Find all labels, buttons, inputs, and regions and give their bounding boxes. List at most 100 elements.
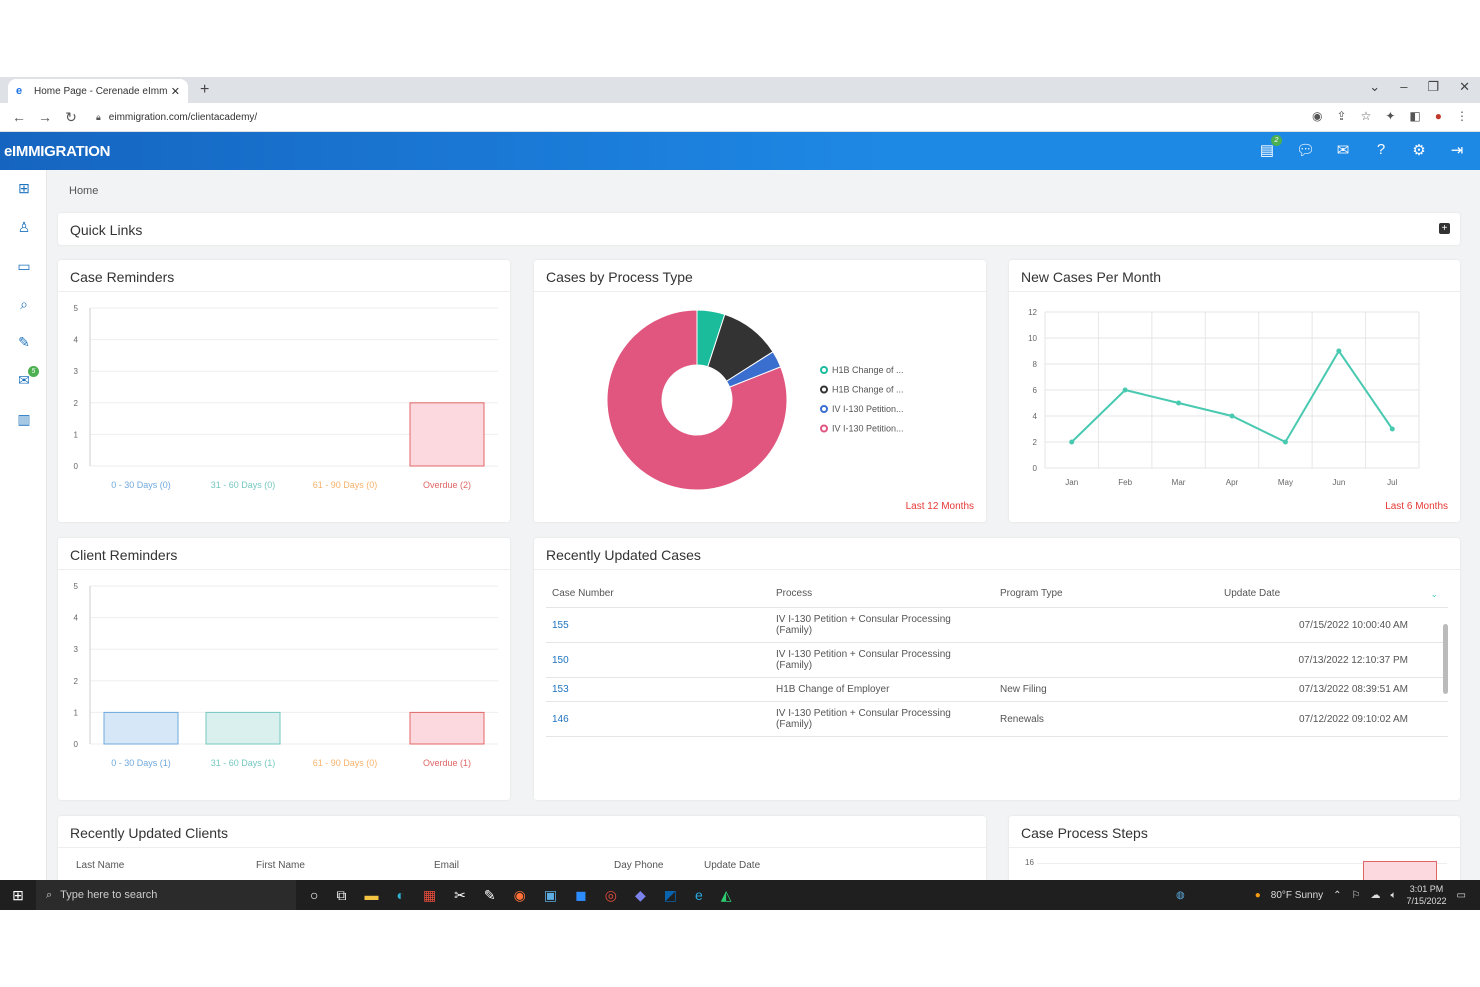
browser-tab[interactable]: e Home Page - Cerenade eImmig ✕ — [8, 79, 188, 103]
weather-text[interactable]: 80°F Sunny — [1270, 889, 1324, 901]
chevron-up-icon[interactable]: ⌃ — [1333, 889, 1342, 901]
forward-button[interactable]: → — [38, 109, 52, 125]
back-button[interactable]: ← — [12, 109, 26, 125]
column-header[interactable]: Email — [434, 860, 460, 871]
user-icon[interactable]: ♙ — [17, 219, 31, 235]
column-header[interactable]: Last Name — [76, 860, 125, 871]
case-number-link[interactable]: 155 — [546, 607, 770, 643]
outlook-icon[interactable]: ◩ — [663, 886, 677, 903]
network-icon[interactable]: ⚐ — [1351, 889, 1361, 901]
windows-start-icon[interactable]: ⊞ — [12, 886, 24, 903]
firefox-icon[interactable]: ◉ — [513, 886, 526, 903]
extensions-icon[interactable]: ✦ — [1385, 109, 1396, 123]
close-window-button[interactable]: ✕ — [1459, 79, 1470, 94]
x-tick-label: Jun — [1332, 478, 1345, 487]
case-reminders-chart: 0 1 2 3 4 5 0 - 30 Days (0) 31 - 60 Days (0) 61 … — [74, 304, 498, 490]
tools-icon[interactable]: ✎ — [18, 334, 30, 350]
table-row[interactable]: 153 H1B Change of Employer New Filing 07/13… — [546, 677, 1448, 702]
store-icon[interactable]: ▦ — [422, 886, 437, 903]
share-icon[interactable]: ⇪ — [1336, 109, 1347, 123]
reload-button[interactable]: ↻ — [65, 108, 77, 125]
edge-icon[interactable]: ◐ — [396, 886, 405, 903]
x-tick-label: Mar — [1172, 478, 1186, 487]
volume-icon[interactable]: 🔈︎ — [1390, 889, 1397, 901]
app-icon[interactable]: ▣ — [543, 886, 558, 903]
column-header[interactable]: Program Type — [994, 580, 1218, 608]
new-tab-button[interactable]: + — [200, 81, 210, 98]
y-tick-label: 0 — [1033, 464, 1038, 473]
update-date-cell: 07/13/2022 12:10:37 PM — [1218, 642, 1448, 678]
recent-cases-table: Case Number Process Program Type Update … — [546, 580, 1448, 737]
x-category-label: Overdue (1) — [423, 758, 471, 768]
case-number-link[interactable]: 150 — [546, 642, 770, 678]
column-header[interactable]: Day Phone — [614, 860, 664, 871]
menu-icon[interactable]: ⋮ — [1456, 109, 1468, 123]
add-icon[interactable]: ⊞ — [18, 180, 30, 196]
header-icons: ▤ 2 💬︎ ✉ ? ⚙ ⇥ — [1258, 135, 1466, 159]
messages-icon[interactable]: ✉ 5 — [15, 366, 39, 389]
scrollbar[interactable] — [1443, 624, 1448, 694]
column-header[interactable]: Process — [770, 580, 994, 608]
help-app-icon[interactable]: ◍ — [1175, 889, 1185, 901]
chart-bar — [205, 711, 281, 745]
tasks-icon[interactable]: ▤ 2 — [1258, 135, 1282, 159]
logout-icon[interactable]: ⇥ — [1450, 142, 1464, 159]
cloud-icon[interactable]: ☁ — [1370, 889, 1381, 901]
eye-icon[interactable]: ◉ — [1312, 109, 1323, 123]
column-header[interactable]: Update Date — [704, 860, 761, 871]
case-number-link[interactable]: 146 — [546, 701, 770, 737]
table-row[interactable]: 155 IV I-130 Petition + Consular Processi… — [546, 607, 1448, 643]
url-field[interactable]: 🔒︎ eimmigration.com/clientacademy/ — [96, 112, 257, 123]
column-header[interactable]: Case Number — [546, 580, 770, 608]
x-tick-label: Apr — [1226, 478, 1239, 487]
cortana-icon[interactable]: ○ — [310, 886, 319, 903]
snipping-icon[interactable]: ✂ — [454, 886, 466, 903]
expand-button[interactable]: + — [1439, 223, 1450, 234]
taskbar-search[interactable]: ⌕ Type here to search — [36, 880, 296, 910]
column-header[interactable]: Update Date — [1218, 580, 1448, 608]
table-row[interactable]: 146 IV I-130 Petition + Consular Processi… — [546, 701, 1448, 737]
clock[interactable]: 3:01 PM 7/15/2022 — [1407, 883, 1447, 907]
file-explorer-icon[interactable]: ▬ — [364, 886, 379, 903]
close-tab-icon[interactable]: ✕ — [170, 85, 180, 98]
bookmark-star-icon[interactable]: ☆ — [1360, 109, 1372, 123]
chrome-icon[interactable]: ◎ — [604, 886, 617, 903]
breadcrumb[interactable]: Home — [69, 185, 99, 197]
client-reminders-title: Client Reminders — [58, 538, 510, 570]
quick-links-panel: Quick Links + — [58, 213, 1460, 245]
table-row[interactable]: 150 IV I-130 Petition + Consular Processi… — [546, 642, 1448, 678]
notepad-icon[interactable]: ✎ — [483, 886, 496, 903]
client-reminders-panel: Client Reminders 0 1 2 3 4 5 0 - 30 Days (1) 31… — [58, 538, 510, 800]
chart-bar — [409, 711, 485, 745]
sidepanel-icon[interactable]: ◧ — [1409, 109, 1421, 123]
program-type-cell — [994, 642, 1218, 678]
help-icon[interactable]: ? — [1376, 141, 1386, 158]
x-category-label: 0 - 30 Days (0) — [111, 480, 171, 490]
app-icon[interactable]: ◭ — [720, 886, 732, 903]
zoom-icon[interactable]: ◼ — [575, 886, 587, 903]
ie-icon[interactable]: e — [694, 886, 703, 903]
column-header[interactable]: First Name — [256, 860, 305, 871]
reports-icon[interactable]: ▥ — [17, 411, 31, 427]
search-icon[interactable]: ⌕ — [20, 296, 28, 312]
chat-icon[interactable]: 💬︎ — [1296, 142, 1316, 159]
message-icon[interactable]: ✉ — [1336, 142, 1350, 159]
minimize-button[interactable]: – — [1400, 79, 1408, 94]
profile-avatar-icon[interactable]: ● — [1434, 109, 1442, 123]
notifications-icon[interactable]: ▭ — [1456, 889, 1466, 901]
x-category-label: Overdue (2) — [423, 480, 471, 490]
legend-marker — [820, 405, 828, 413]
data-point — [1069, 439, 1075, 445]
teams-icon[interactable]: ◆ — [634, 886, 646, 903]
app-logo[interactable]: eIMMIGRATION — [4, 142, 111, 160]
clock-date: 7/15/2022 — [1406, 896, 1447, 906]
restore-button[interactable]: ❐ — [1427, 79, 1440, 94]
case-number-link[interactable]: 153 — [546, 677, 770, 702]
tab-search-icon[interactable]: ⌄ — [1369, 79, 1381, 94]
folder-icon[interactable]: ▭ — [17, 258, 31, 274]
task-view-icon[interactable]: ⧉ — [336, 886, 347, 903]
clock-time: 3:01 PM — [1409, 884, 1444, 894]
settings-icon[interactable]: ⚙ — [1412, 142, 1426, 159]
sort-chevron-icon[interactable]: ⌄ — [1430, 589, 1438, 599]
